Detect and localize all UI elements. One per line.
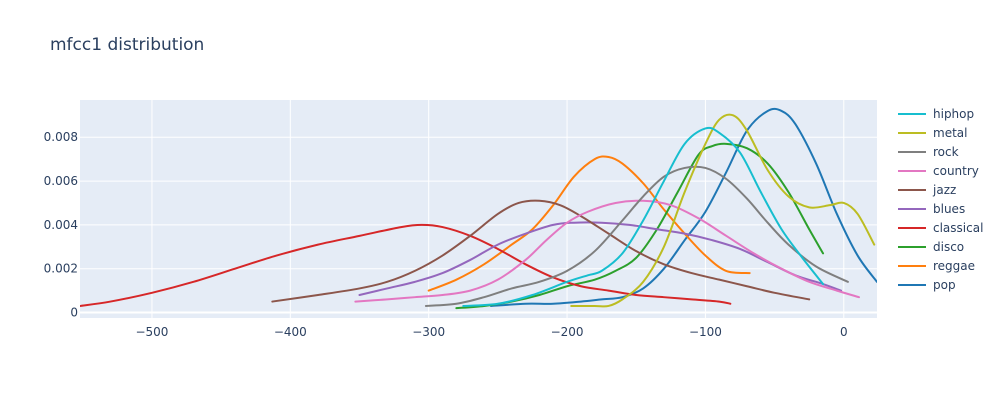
y-tick-label: 0.002 — [44, 262, 78, 276]
legend-item-metal[interactable]: metal — [898, 126, 967, 140]
x-tick-label: −300 — [412, 325, 445, 339]
y-tick-label: 0.004 — [44, 218, 78, 232]
series-line-hiphop[interactable] — [462, 126, 825, 307]
legend-label: blues — [933, 202, 965, 216]
legend-item-reggae[interactable]: reggae — [898, 259, 975, 273]
y-tick-label: 0 — [70, 306, 78, 320]
legend-label: hiphop — [933, 107, 974, 121]
series-line-reggae[interactable] — [427, 155, 751, 292]
legend-label: reggae — [933, 259, 975, 273]
series-line-metal[interactable] — [570, 113, 876, 308]
legend-label: rock — [933, 145, 959, 159]
series-line-country[interactable] — [354, 199, 861, 303]
x-tick-label: 0 — [840, 325, 848, 339]
series-line-pop[interactable] — [489, 107, 877, 307]
chart-title: mfcc1 distribution — [50, 35, 204, 55]
legend-item-pop[interactable]: pop — [898, 278, 956, 292]
x-axis: −500 −400 −300 −200 −100 0 — [135, 325, 847, 339]
x-tick-label: −200 — [551, 325, 584, 339]
legend-item-classical[interactable]: classical — [898, 221, 983, 235]
legend-label: classical — [933, 221, 983, 235]
y-tick-label: 0.008 — [44, 130, 78, 144]
plot-area — [80, 100, 877, 318]
legend: hiphop metal rock country jazz blues classical… — [898, 107, 983, 292]
series-layer — [80, 107, 877, 310]
series-line-jazz[interactable] — [271, 199, 811, 303]
legend-item-country[interactable]: country — [898, 164, 979, 178]
series-line-classical[interactable] — [80, 223, 732, 307]
legend-item-rock[interactable]: rock — [898, 145, 959, 159]
legend-label: pop — [933, 278, 956, 292]
legend-item-hiphop[interactable]: hiphop — [898, 107, 974, 121]
x-tick-label: −500 — [135, 325, 168, 339]
legend-label: jazz — [932, 183, 956, 197]
legend-label: country — [933, 164, 979, 178]
series-line-rock[interactable] — [424, 165, 849, 307]
legend-item-jazz[interactable]: jazz — [898, 183, 956, 197]
y-axis: 0 0.002 0.004 0.006 0.008 — [44, 130, 78, 319]
legend-item-blues[interactable]: blues — [898, 202, 965, 216]
legend-label: disco — [933, 240, 964, 254]
x-tick-label: −100 — [689, 325, 722, 339]
series-line-disco[interactable] — [455, 142, 825, 310]
y-tick-label: 0.006 — [44, 174, 78, 188]
legend-label: metal — [933, 126, 967, 140]
x-tick-label: −400 — [274, 325, 307, 339]
legend-item-disco[interactable]: disco — [898, 240, 964, 254]
